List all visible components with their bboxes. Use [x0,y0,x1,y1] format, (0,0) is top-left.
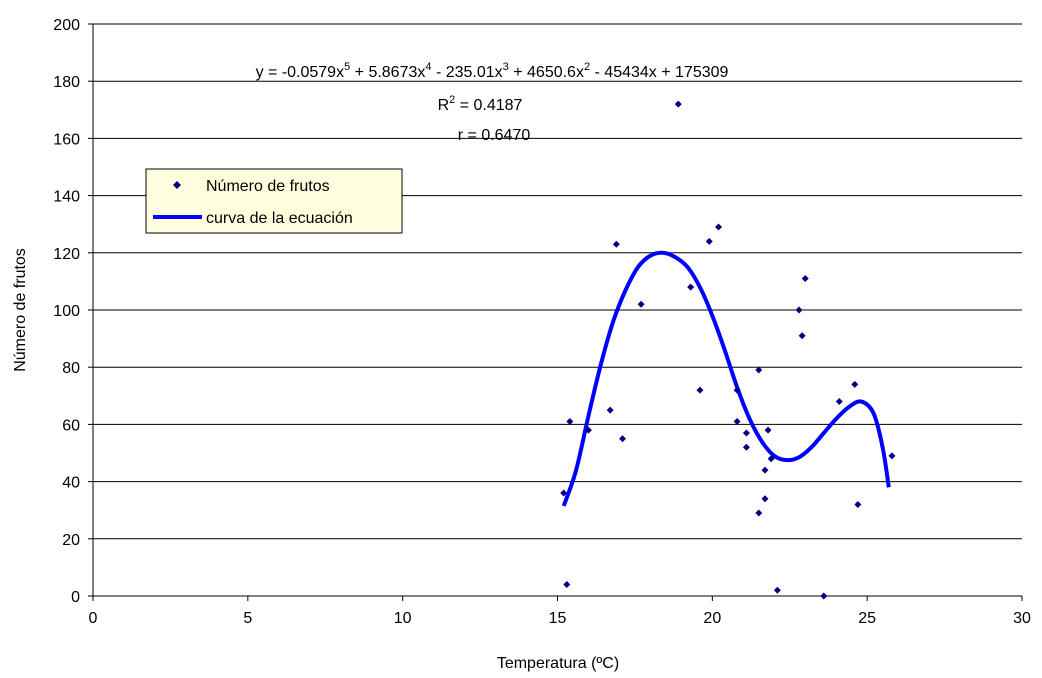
y-tick-label: 140 [53,189,80,206]
x-tick-labels: 0 5 10 15 20 25 30 [89,596,1031,627]
data-point [854,500,862,508]
data-point [761,466,769,474]
y-tick-label: 160 [53,131,80,148]
y-tick-label: 120 [53,246,80,263]
data-point [888,452,896,460]
trendline-equation: y = -0.0579x5 + 5.8673x4 - 235.01x3 + 46… [256,61,729,81]
data-point [566,418,574,426]
x-tick-label: 25 [858,610,876,627]
data-point [637,300,645,308]
data-point [764,426,772,434]
data-point [612,240,620,248]
fitted-curve [561,250,891,507]
data-point [606,406,614,414]
y-tick-labels: 0 20 40 60 80 100 120 140 160 180 200 [53,17,93,606]
y-axis-label: Número de frutos [12,248,29,372]
data-point [619,435,627,443]
y-tick-label: 80 [62,360,80,377]
data-point [795,306,803,314]
legend-marker-diamond [173,181,181,189]
x-axis-label: Temperatura (ºC) [497,655,619,672]
y-tick-label: 100 [53,303,80,320]
legend-label-curve: curva de la ecuación [206,210,353,227]
data-point [733,386,741,394]
r-value-label: r = 0.6470 [458,127,531,144]
y-tick-label: 40 [62,475,80,492]
x-tick-label: 30 [1013,610,1031,627]
data-point [761,495,769,503]
y-tick-label: 200 [53,17,80,34]
y-tick-label: 0 [71,589,80,606]
data-point [674,100,682,108]
data-points [560,100,896,600]
x-tick-label: 10 [394,610,412,627]
data-point [773,586,781,594]
y-tick-label: 20 [62,532,80,549]
grid-lines [93,23,1022,540]
data-point [820,592,828,600]
legend: Número de frutos curva de la ecuación [145,168,403,234]
data-point [733,418,741,426]
x-tick-label: 0 [89,610,98,627]
data-point [755,509,763,517]
data-point [563,581,571,589]
r-squared-label: R2 = 0.4187 [438,94,523,114]
data-point [687,283,695,291]
legend-label-points: Número de frutos [206,178,330,195]
y-tick-label: 60 [62,417,80,434]
data-point [584,426,592,434]
x-tick-label: 15 [549,610,567,627]
data-point [705,237,713,245]
x-tick-label: 5 [243,610,252,627]
series-curve-line [561,250,891,507]
data-point [742,443,750,451]
data-point [767,455,775,463]
data-point [696,386,704,394]
y-tick-label: 180 [53,74,80,91]
data-point [755,366,763,374]
legend-box [145,168,403,234]
data-point [798,332,806,340]
data-point [835,398,843,406]
x-tick-label: 20 [703,610,721,627]
data-point [851,380,859,388]
data-point [801,275,809,283]
data-point [715,223,723,231]
data-point [742,429,750,437]
data-point [560,489,568,497]
